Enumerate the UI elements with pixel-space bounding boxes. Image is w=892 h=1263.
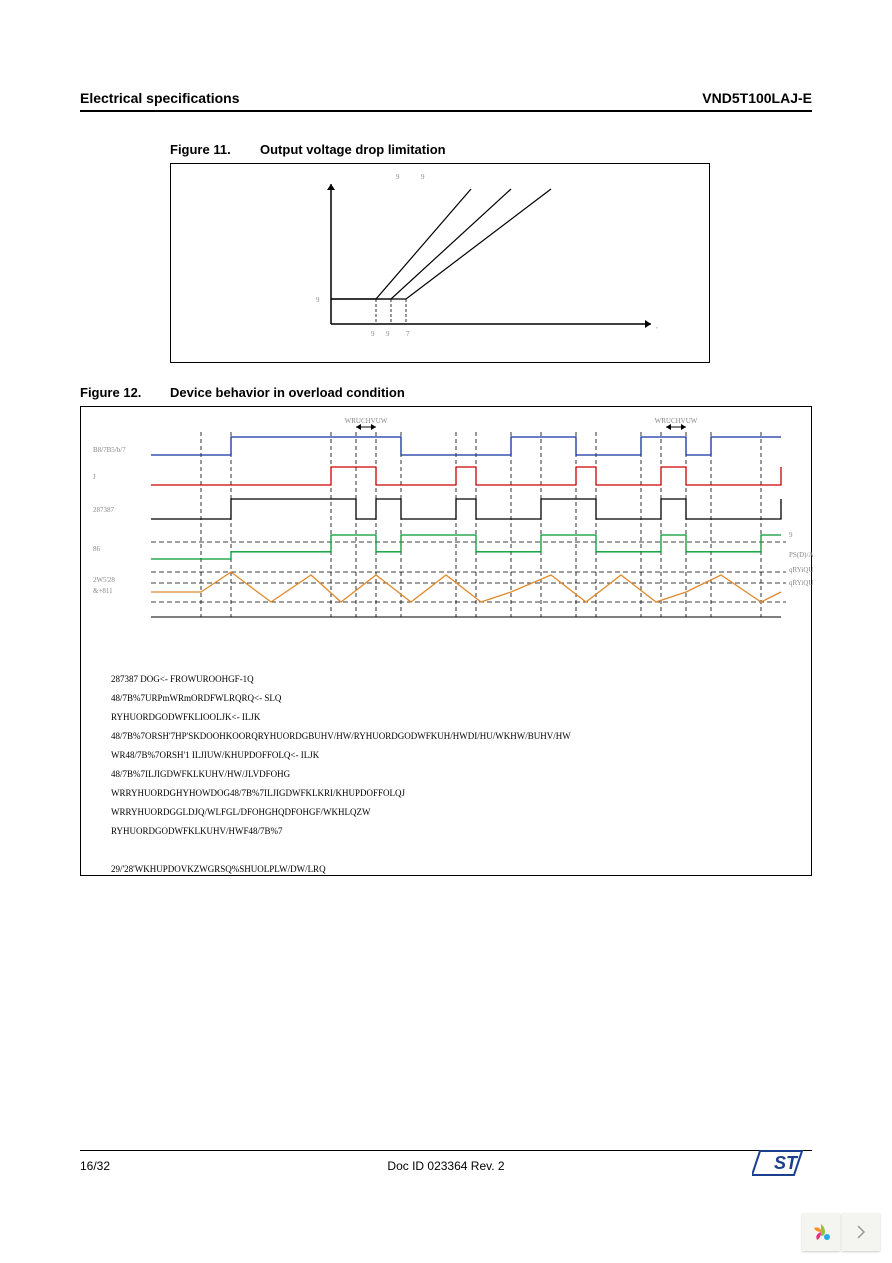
svg-text:7: 7: [406, 330, 410, 338]
svg-text:PS(D)/AG: PS(D)/AG: [789, 551, 813, 559]
svg-text:86: 86: [93, 545, 101, 553]
footer-divider: [80, 1150, 812, 1151]
svg-text:RYHUORDGODWFKLIOOLJK<-: RYHUORDGODWFKLIOOLJK<- ILJK: [111, 712, 261, 722]
svg-text:9: 9: [386, 330, 390, 338]
svg-text:9: 9: [421, 173, 425, 181]
svg-text:2W5'28: 2W5'28: [93, 576, 115, 584]
svg-text:J: J: [93, 473, 96, 481]
svg-text:WRUCHVUW: WRUCHVUW: [655, 417, 698, 425]
svg-text:qRYiQUKSGLDFUHVUW: qRYiQUKSGLDFUHVUW: [789, 579, 813, 587]
svg-text:9: 9: [371, 330, 375, 338]
fig12-caption: Figure 12.Device behavior in overload co…: [80, 385, 812, 400]
fig11-caption: Figure 11.Output voltage drop limitation: [170, 142, 812, 157]
svg-text:,: ,: [656, 322, 658, 330]
svg-text:29/'28'WKHUPDOVKZWGRSQ%SHUOLPL: 29/'28'WKHUPDOVKZWGRSQ%SHUOLPLW/DW/LRQ: [111, 864, 326, 874]
svg-text:&+811: &+811: [93, 587, 113, 595]
svg-text:WRRYHUORDGHYHOWDOG48/7B%7ILJIG: WRRYHUORDGHYHOWDOG48/7B%7ILJIGDWFKLKRI/K…: [111, 788, 405, 798]
svg-text:WRRYHUORDGGLDJQ/WLFGL/DFOHGHQD: WRRYHUORDGGLDJQ/WLFGL/DFOHGHQDFOHGF/WKHL…: [111, 807, 371, 817]
svg-text:9: 9: [396, 173, 400, 181]
svg-text:WR48/7B%7ORSH'1: WR48/7B%7ORSH'1 ILJIUW/KHUPDOFFOLQ<- ILJ…: [111, 750, 320, 760]
svg-text:WRUCHVUW: WRUCHVUW: [345, 417, 388, 425]
input-trace: [151, 437, 781, 455]
svg-text:B8/7B5/b/7: B8/7B5/b/7: [93, 446, 126, 454]
svg-text:287387 DOG<- FROW: 287387 DOG<- FROWUROOHGF-1Q: [111, 674, 254, 684]
fig12-box: WRUCHVUW WRUCHVUW B8/7B5/b/7 J 287387 86 2W5'2…: [80, 406, 812, 876]
output-trace: [151, 499, 781, 519]
svg-text:RYHUORDGODWFKLKUHV/HWF48/7B%7: RYHUORDGODWFKLKUHV/HWF48/7B%7: [111, 826, 283, 836]
svg-text:9: 9: [316, 296, 320, 304]
iout-trace: [151, 572, 781, 602]
nav-home-button[interactable]: [802, 1213, 840, 1251]
svg-text:qRYiQUKSGSths: qRYiQUKSGSths: [789, 566, 813, 574]
header-partno: VND5T100LAJ-E: [702, 90, 812, 106]
page-number: 16/32: [80, 1159, 110, 1173]
nav-next-button[interactable]: [842, 1213, 880, 1251]
svg-text:48/7B%7ILJIGDWFKLKUHV/HW/JLVDF: 48/7B%7ILJIGDWFKLKUHV/HW/JLVDFOHG: [111, 769, 291, 779]
fig11-box: 9 9, 9 9 9 7: [170, 163, 710, 363]
svg-text:ST: ST: [774, 1153, 799, 1173]
st-logo: ST: [752, 1143, 812, 1183]
svg-text:48/7B%7ORSH'7HP'SKDOOHKOORQRYH: 48/7B%7ORSH'7HP'SKDOOHKOORQRYHUORDGBUHV/…: [111, 731, 571, 741]
cs-trace: [151, 535, 781, 559]
svg-text:9: 9: [789, 531, 793, 539]
svg-text:287387: 287387: [93, 506, 115, 514]
doc-id: Doc ID 023364 Rev. 2: [387, 1159, 504, 1173]
header-section: Electrical specifications: [80, 90, 240, 106]
svg-text:48/7B%7URPmWRmORDFWLRQRQ<-: 48/7B%7URPmWRmORDFWLRQRQ<- SLQ: [111, 693, 282, 703]
tj-trace: [151, 467, 781, 485]
